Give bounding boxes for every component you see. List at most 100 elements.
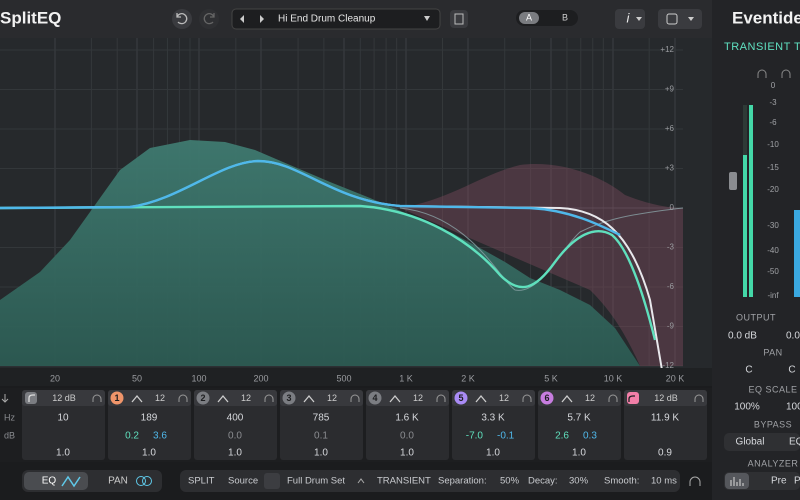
band-freq[interactable]: 189 <box>141 413 158 424</box>
ab-b[interactable]: B <box>562 12 568 22</box>
band-solo[interactable] <box>694 394 704 402</box>
band-column[interactable] <box>194 390 277 460</box>
band-q[interactable]: 1.0 <box>142 448 156 459</box>
output-value[interactable]: 0.0 dB <box>728 331 757 342</box>
analyzer-icon-button[interactable] <box>725 473 749 489</box>
source-dropdown[interactable] <box>357 478 365 484</box>
band-column[interactable] <box>280 390 363 460</box>
smooth-value[interactable]: 10 ms <box>651 476 677 487</box>
band-freq[interactable]: 10 <box>57 413 69 424</box>
band-slope[interactable]: 12 dB <box>52 393 76 403</box>
bypass-buttons[interactable] <box>724 433 800 451</box>
band-solo[interactable] <box>522 394 532 402</box>
eq-tab[interactable]: EQ <box>42 476 57 487</box>
band-slope[interactable]: 12 <box>155 393 165 403</box>
preset-name[interactable]: Hi End Drum Cleanup <box>278 14 376 25</box>
eq-scale-value[interactable]: 100 <box>786 402 800 413</box>
bypass-eq[interactable]: EQ <box>789 437 800 448</box>
band-badge[interactable] <box>196 391 210 405</box>
band-q[interactable]: 1.0 <box>400 448 414 459</box>
solo-icons[interactable] <box>757 69 791 78</box>
lock-button[interactable] <box>264 473 280 489</box>
band-gain[interactable]: 0.0 <box>228 431 242 442</box>
band-gain[interactable]: 0.0 <box>400 431 414 442</box>
info-button[interactable] <box>615 9 645 29</box>
band-q[interactable]: 1.0 <box>314 448 328 459</box>
band-column[interactable] <box>624 390 707 460</box>
band-q[interactable]: 1.0 <box>56 448 70 459</box>
analyzer-post[interactable]: P <box>794 476 800 487</box>
band-column[interactable] <box>108 390 191 460</box>
band-gain[interactable]: 0.1 <box>314 431 328 442</box>
meter-scale: -10 <box>767 140 779 149</box>
band-q[interactable]: 1.0 <box>486 448 500 459</box>
band-column[interactable] <box>22 390 105 460</box>
band-gain-tone[interactable]: -0.1 <box>497 431 515 442</box>
band-solo[interactable] <box>264 394 274 402</box>
band-column[interactable] <box>366 390 449 460</box>
pan-value[interactable]: C <box>745 365 752 376</box>
band-number[interactable]: 3 <box>286 393 291 403</box>
band-number[interactable]: 4 <box>372 393 377 403</box>
save-button[interactable] <box>450 10 468 28</box>
band-number[interactable]: 2 <box>200 393 205 403</box>
band-gain-transient[interactable]: 0.2 <box>125 431 139 442</box>
band-solo[interactable] <box>92 394 102 402</box>
pan-value[interactable]: C <box>788 365 795 376</box>
bypass-global[interactable]: Global <box>736 437 765 448</box>
band-freq[interactable]: 5.7 K <box>567 413 591 424</box>
output-fader[interactable] <box>729 172 737 190</box>
band-q[interactable]: 1.0 <box>228 448 242 459</box>
band-gain-transient[interactable]: -7.0 <box>466 431 484 442</box>
band-number[interactable]: 1 <box>114 393 119 403</box>
band-badge[interactable] <box>25 392 37 404</box>
band-slope[interactable]: 12 <box>585 393 595 403</box>
collapse-icon[interactable] <box>1 394 9 403</box>
band-q[interactable]: 0.9 <box>658 448 672 459</box>
band-gain-transient[interactable]: 2.6 <box>555 431 569 442</box>
band-freq[interactable]: 3.3 K <box>481 413 505 424</box>
decay-value[interactable]: 30% <box>569 476 589 487</box>
pan-tab[interactable]: PAN <box>108 476 128 487</box>
band-number[interactable]: 6 <box>544 393 549 403</box>
band-slope[interactable]: 12 <box>327 393 337 403</box>
band-freq[interactable]: 400 <box>227 413 244 424</box>
band-badge[interactable] <box>627 392 639 404</box>
band-slope[interactable]: 12 <box>413 393 423 403</box>
analyzer-pre[interactable]: Pre <box>771 476 787 487</box>
settings-button[interactable] <box>658 9 702 29</box>
band-solo[interactable] <box>178 394 188 402</box>
band-column[interactable] <box>538 390 621 460</box>
eq-scale-value[interactable]: 100% <box>734 402 760 413</box>
band-slope[interactable]: 12 <box>499 393 509 403</box>
band-gain-tone[interactable]: 3.6 <box>153 431 167 442</box>
undo-button[interactable] <box>172 9 192 29</box>
headphone-icon[interactable] <box>689 476 701 486</box>
band-freq[interactable]: 11.9 K <box>651 413 679 424</box>
source-value[interactable]: Full Drum Set <box>287 476 345 487</box>
separation-value[interactable]: 50% <box>500 476 520 487</box>
ab-a[interactable]: A <box>526 12 532 22</box>
info-label[interactable]: i <box>627 10 631 25</box>
preset-box[interactable] <box>231 8 441 30</box>
band-gain-tone[interactable]: 0.3 <box>583 431 597 442</box>
band-badge[interactable] <box>110 391 124 405</box>
band-solo[interactable] <box>350 394 360 402</box>
band-q[interactable]: 1.0 <box>572 448 586 459</box>
band-slope[interactable]: 12 <box>241 393 251 403</box>
band-freq[interactable]: 785 <box>313 413 330 424</box>
band-badge[interactable] <box>368 391 382 405</box>
band-solo[interactable] <box>436 394 446 402</box>
band-badge[interactable] <box>282 391 296 405</box>
band-solo[interactable] <box>608 394 618 402</box>
preset-dropdown[interactable] <box>424 16 430 21</box>
band-slope[interactable]: 12 dB <box>654 393 678 403</box>
meter-scale: -3 <box>769 98 777 107</box>
output-value[interactable]: 0.0 <box>786 331 800 342</box>
band-badge[interactable] <box>454 391 468 405</box>
band-freq[interactable]: 1.6 K <box>395 413 419 424</box>
band-badge[interactable] <box>540 391 554 405</box>
redo-button[interactable] <box>199 9 219 29</box>
band-column[interactable] <box>452 390 535 460</box>
band-number[interactable]: 5 <box>458 393 463 403</box>
